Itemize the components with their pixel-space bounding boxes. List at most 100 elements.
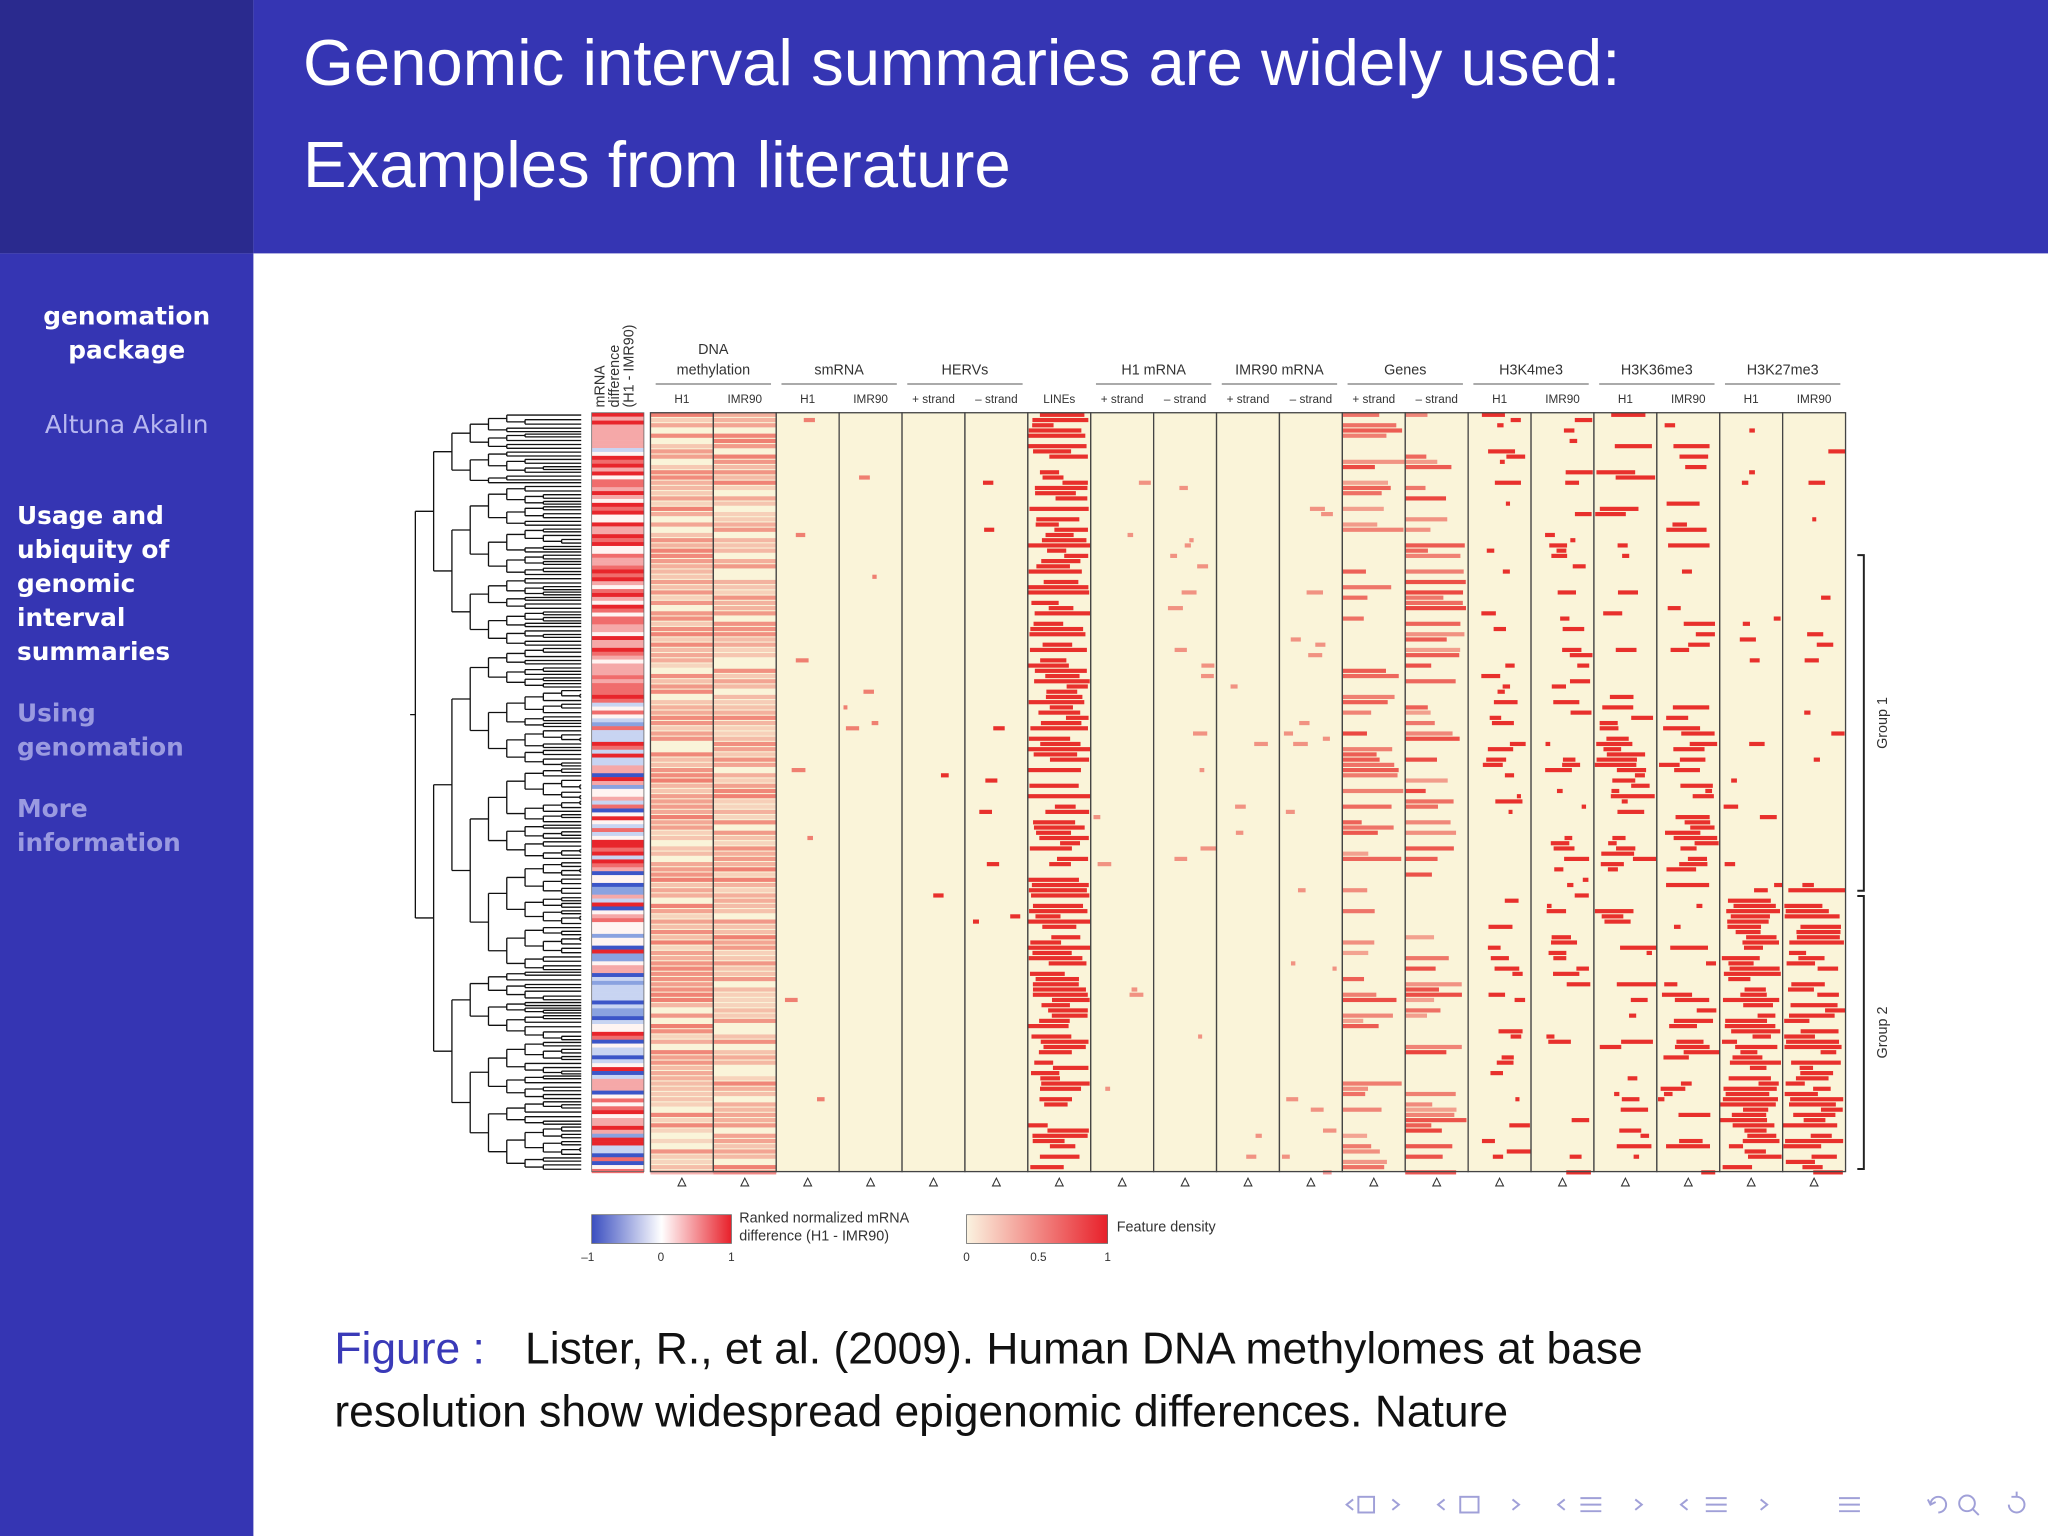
heatmap-cell	[1405, 846, 1454, 851]
heatmap-cell	[713, 935, 777, 940]
nav-prev[interactable]	[1556, 1498, 1566, 1511]
nav-subsection[interactable]	[1459, 1495, 1480, 1514]
heatmap-cell	[1031, 1034, 1072, 1039]
heatmap-cell	[1039, 1018, 1070, 1023]
mrna-stripe	[591, 663, 644, 668]
heatmap-cell	[1040, 1086, 1082, 1091]
heatmap-cell	[1722, 1097, 1778, 1102]
heatmap-cell	[713, 485, 777, 491]
mrna-stripe	[591, 436, 644, 441]
heatmap-cell	[713, 668, 777, 673]
caption-line: resolution show widespread epigenomic di…	[334, 1387, 1508, 1436]
mrna-stripe	[591, 745, 644, 750]
heatmap-cell	[1306, 590, 1324, 595]
heatmap-cell	[1405, 637, 1447, 642]
heatmap-cell	[1039, 412, 1085, 417]
nav-appendix[interactable]	[1839, 1497, 1860, 1513]
group-label: H3K4me3	[1499, 363, 1563, 379]
mrna-stripe	[591, 949, 644, 954]
heatmap-cell	[1666, 501, 1700, 506]
heatmap-cell	[1620, 1107, 1649, 1112]
column-label: + strand	[1101, 393, 1144, 406]
mrna-stripe	[591, 718, 644, 723]
heatmap-cell	[1045, 694, 1083, 700]
heatmap-cell	[713, 517, 777, 522]
heatmap-cell	[1405, 647, 1461, 653]
heatmap-cell	[713, 940, 777, 945]
heatmap-cell	[1749, 741, 1765, 747]
heatmap-cell	[1742, 940, 1779, 945]
heatmap-cell	[1405, 935, 1435, 940]
heatmap-cell	[1721, 956, 1760, 961]
mrna-stripe	[591, 451, 644, 457]
mrna-stripe	[591, 655, 644, 660]
heatmap-cell	[1800, 924, 1841, 929]
heatmap-cell	[650, 997, 714, 1003]
heatmap-cell	[1405, 997, 1435, 1003]
heatmap-cell	[1170, 553, 1178, 558]
nav-next[interactable]	[1391, 1498, 1401, 1511]
heatmap-cell	[650, 579, 714, 585]
mrna-stripe	[591, 1004, 644, 1009]
heatmap-cell	[1043, 579, 1079, 585]
nav-forward[interactable]	[2007, 1491, 2026, 1514]
mrna-stripe	[591, 632, 644, 637]
heatmap-cell	[1599, 1044, 1622, 1050]
heatmap-cell	[1694, 841, 1719, 846]
nav-frame[interactable]	[1357, 1495, 1376, 1514]
heatmap-cell	[1582, 877, 1589, 882]
mrna-stripe	[591, 749, 644, 754]
nav-search[interactable]	[1971, 1507, 1980, 1516]
nav-next[interactable]	[1511, 1498, 1521, 1511]
legend-title: difference (H1 - IMR90)	[739, 1229, 889, 1245]
heatmap-cell	[1405, 731, 1453, 736]
column-marker	[1243, 1176, 1253, 1187]
heatmap-cell	[1723, 1086, 1777, 1091]
mrna-stripe	[591, 961, 644, 966]
heatmap-cell	[713, 1039, 777, 1044]
column-marker	[1431, 1176, 1442, 1187]
mrna-stripe	[591, 976, 644, 982]
nav-prev[interactable]	[1436, 1498, 1446, 1511]
nav-prev[interactable]	[1679, 1498, 1689, 1511]
mrna-stripe	[591, 428, 644, 433]
nav-next[interactable]	[1760, 1498, 1769, 1511]
nav-back[interactable]	[1926, 1495, 1948, 1514]
heatmap-cell	[1689, 741, 1718, 747]
section-list: Usage and ubiquity of genomic interval summa…	[17, 501, 184, 857]
nav-document[interactable]	[1705, 1497, 1727, 1513]
heatmap-cell	[713, 726, 777, 731]
heatmap-cell	[1405, 1154, 1443, 1159]
heatmap-column	[1090, 412, 1154, 1172]
heatmap-cell	[1692, 794, 1714, 799]
heatmap-cell	[650, 966, 714, 971]
heatmap-cell	[1783, 1144, 1822, 1149]
heatmap-column	[1153, 412, 1217, 1172]
heatmap-cell	[1254, 741, 1268, 747]
heatmap-cell	[1405, 1091, 1456, 1097]
heatmap-cell	[1246, 1154, 1257, 1159]
heatmap-cell	[1749, 428, 1755, 433]
heatmap-cell	[1722, 1165, 1753, 1170]
heatmap-cell	[1405, 757, 1437, 762]
mrna-stripe	[591, 890, 644, 895]
heatmap-cell	[1574, 417, 1593, 423]
nav-search[interactable]	[1958, 1494, 1976, 1513]
nav-section[interactable]	[1580, 1497, 1602, 1513]
heatmap-cell	[713, 956, 777, 961]
navigation[interactable]	[1345, 1491, 2026, 1516]
heatmap-cell	[713, 1107, 777, 1112]
mrna-stripe	[591, 596, 644, 602]
heatmap-cell	[650, 1050, 714, 1055]
mrna-stripe	[591, 1106, 644, 1111]
heatmap-cell	[713, 720, 777, 726]
nav-next[interactable]	[1634, 1498, 1644, 1511]
heatmap-cell	[713, 700, 777, 705]
heatmap-cell	[1293, 741, 1308, 747]
heatmap-cell	[1728, 1076, 1771, 1081]
mrna-stripe	[591, 859, 644, 864]
heatmap-cell	[1405, 543, 1465, 548]
nav-prev[interactable]	[1345, 1498, 1354, 1511]
heatmap-cell	[1405, 464, 1452, 470]
heatmap-cell	[1405, 679, 1456, 684]
